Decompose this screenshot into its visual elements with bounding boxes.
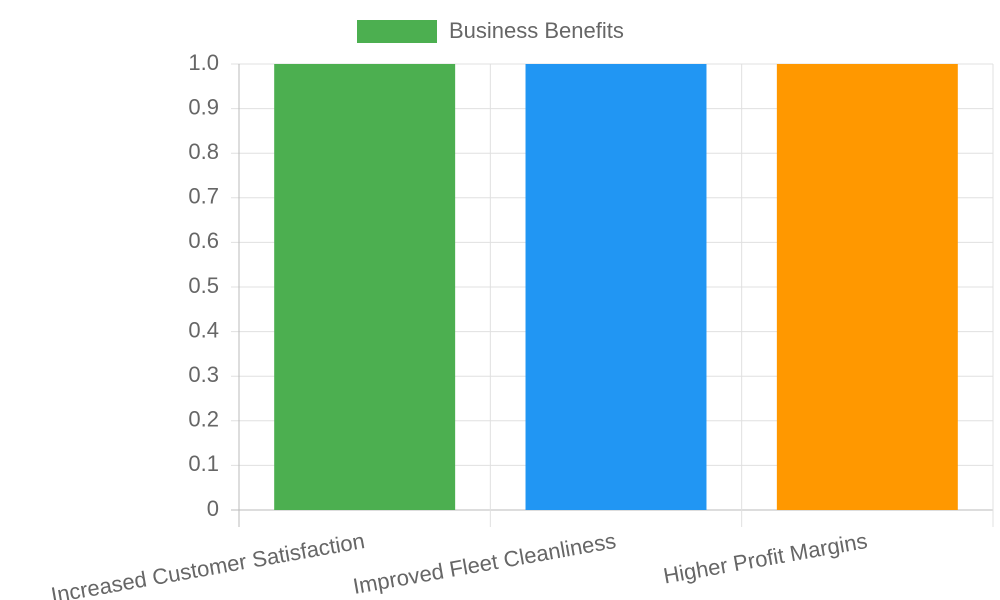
bar [525,64,707,510]
y-tick-label: 0.2 [188,407,219,432]
y-tick-label: 1.0 [188,50,219,75]
legend-swatch [357,20,437,43]
x-tick-label: Higher Profit Margins [661,528,869,589]
bar [274,64,456,510]
y-tick-label: 0.9 [188,94,219,119]
x-tick-label: Increased Customer Satisfaction [49,528,366,600]
x-tick-label: Improved Fleet Cleanliness [351,528,618,599]
y-tick-label: 0.7 [188,184,219,209]
y-tick-label: 0.1 [188,451,219,476]
y-tick-label: 0 [207,496,219,521]
y-tick-label: 0.5 [188,273,219,298]
legend-label: Business Benefits [449,18,624,43]
y-tick-label: 0.6 [188,228,219,253]
y-tick-label: 0.8 [188,139,219,164]
y-tick-label: 0.4 [188,317,219,342]
bar [776,64,958,510]
y-tick-label: 0.3 [188,362,219,387]
